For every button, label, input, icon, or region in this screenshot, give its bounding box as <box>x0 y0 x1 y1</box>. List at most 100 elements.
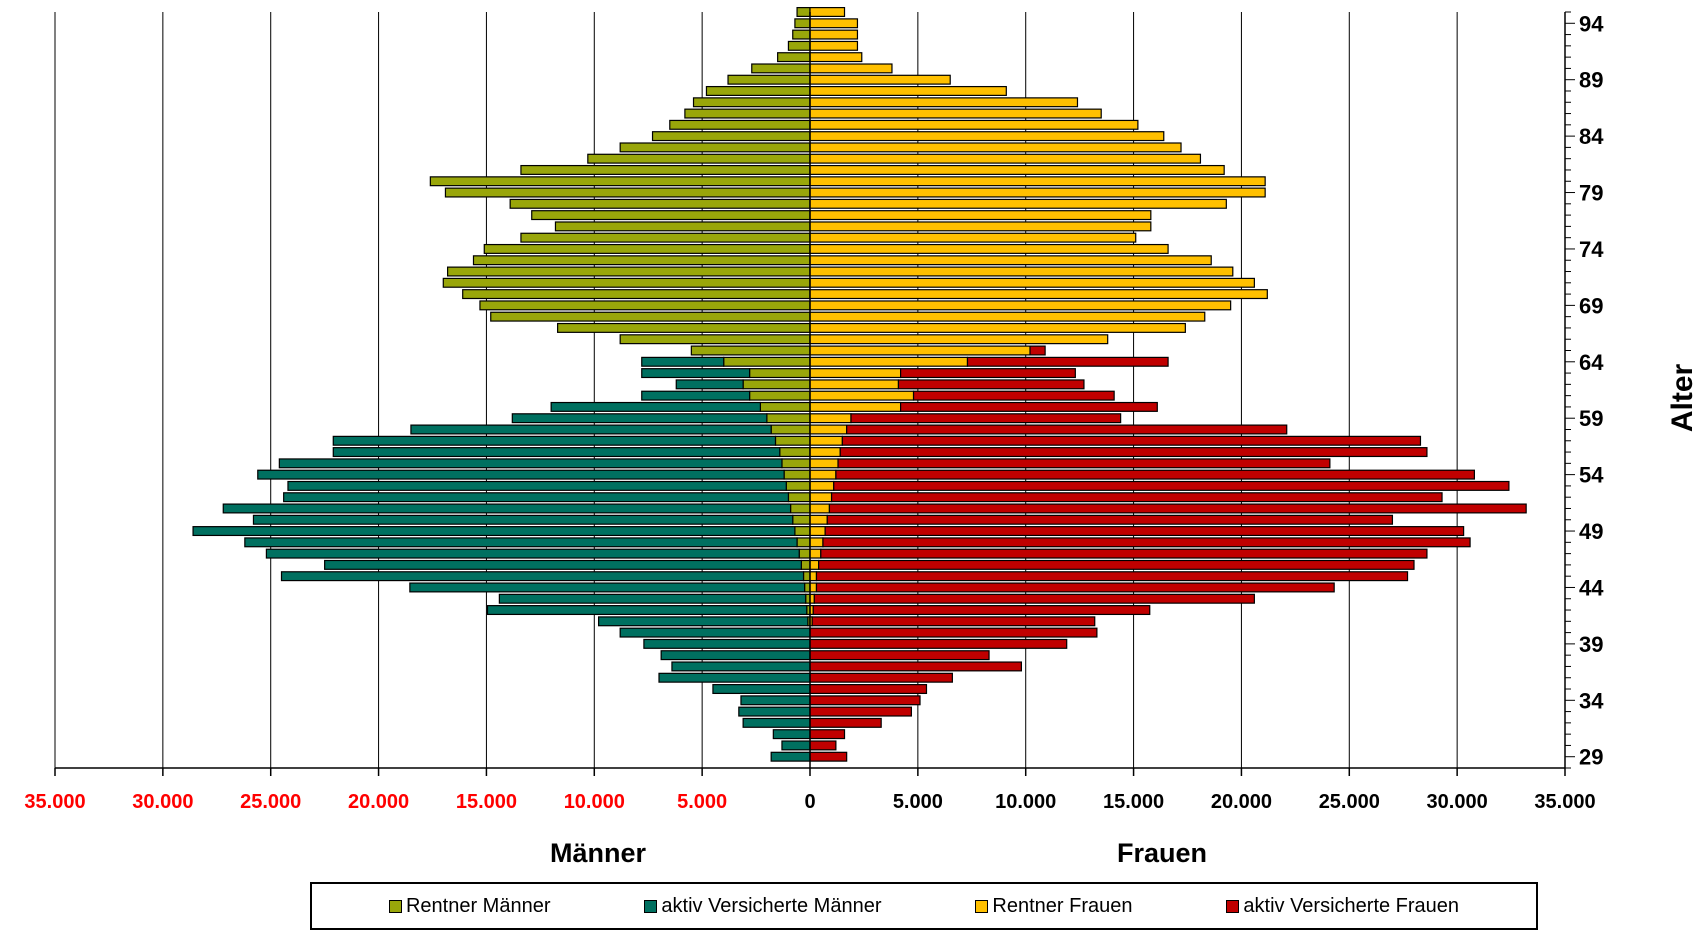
y-tick-label: 59 <box>1579 406 1603 431</box>
bar-aktiv-versicherte-frauen <box>809 650 990 661</box>
bar-aktiv-versicherte-frauen <box>830 492 1443 503</box>
bar-rentner-männer <box>483 243 811 254</box>
bar-aktiv-versicherte-männer <box>597 616 809 627</box>
bar-rentner-frauen <box>809 74 951 85</box>
bar-aktiv-versicherte-männer <box>742 717 811 728</box>
bar-aktiv-versicherte-männer <box>257 469 785 480</box>
bars <box>192 6 1527 762</box>
legend-item: Rentner Männer <box>388 894 551 918</box>
bar-rentner-frauen <box>809 97 1079 108</box>
legend-item: aktiv Versicherte Männer <box>644 894 882 918</box>
bar-rentner-männer <box>509 198 811 209</box>
bar-rentner-männer <box>429 176 811 187</box>
bar-rentner-männer <box>447 266 811 277</box>
bar-rentner-frauen <box>809 29 859 40</box>
bar-rentner-frauen <box>809 356 969 367</box>
bar-aktiv-versicherte-männer <box>409 582 806 593</box>
bar-rentner-männer <box>785 480 811 491</box>
bar-rentner-männer <box>804 582 811 593</box>
bar-rentner-frauen <box>809 232 1137 243</box>
bar-rentner-männer <box>705 85 811 96</box>
bar-rentner-frauen <box>809 63 893 74</box>
y-tick-label: 74 <box>1579 237 1604 262</box>
bar-aktiv-versicherte-frauen <box>809 672 953 683</box>
bar-rentner-männer <box>723 356 811 367</box>
legend-swatch <box>388 899 402 913</box>
bar-aktiv-versicherte-frauen <box>809 627 1098 638</box>
bar-rentner-frauen <box>809 458 839 469</box>
bar-rentner-männer <box>792 29 811 40</box>
legend-swatch <box>975 899 989 913</box>
legend-label: aktiv Versicherte Männer <box>661 894 882 917</box>
bar-rentner-frauen <box>809 424 848 435</box>
bar-rentner-frauen <box>809 187 1266 198</box>
x-tick-label: 25.000 <box>1319 791 1380 813</box>
x-tick-label: 35.000 <box>1534 791 1595 813</box>
bar-aktiv-versicherte-männer <box>770 751 811 762</box>
bar-rentner-männer <box>557 322 811 333</box>
legend-swatch <box>1226 899 1240 913</box>
bar-rentner-frauen <box>809 210 1152 221</box>
bar-rentner-männer <box>690 345 811 356</box>
bar-rentner-männer <box>669 119 811 130</box>
x-tick-label: 5.000 <box>893 791 943 813</box>
bar-aktiv-versicherte-männer <box>192 526 796 537</box>
legend-swatch <box>644 899 658 913</box>
legend-item: aktiv Versicherte Frauen <box>1226 895 1459 918</box>
bar-rentner-frauen <box>809 243 1169 254</box>
bar-aktiv-versicherte-männer <box>283 492 790 503</box>
bar-rentner-männer <box>794 526 811 537</box>
y-tick-label: 54 <box>1579 463 1604 488</box>
bar-aktiv-versicherte-männer <box>332 447 781 458</box>
bar-aktiv-versicherte-männer <box>252 514 794 525</box>
bar-aktiv-versicherte-männer <box>287 480 787 491</box>
y-tick-label: 94 <box>1579 11 1604 36</box>
x-tick-labels: 35.000 30.000 25.000 20.000 15.000 10.000 5.00… <box>24 791 1595 813</box>
bar-rentner-männer <box>798 548 811 559</box>
x-tick-label: 35.000 <box>24 791 85 813</box>
bar-aktiv-versicherte-männer <box>280 571 805 582</box>
bar-rentner-männer <box>774 435 811 446</box>
legend-label: aktiv Versicherte Frauen <box>1243 894 1460 917</box>
bar-rentner-frauen <box>809 85 1007 96</box>
x-tick-label: 15.000 <box>1103 791 1164 813</box>
bar-aktiv-versicherte-frauen <box>826 514 1394 525</box>
bar-rentner-frauen <box>809 401 902 412</box>
bar-rentner-männer <box>479 300 811 311</box>
bar-aktiv-versicherte-frauen <box>833 480 1510 491</box>
bar-aktiv-versicherte-frauen <box>966 356 1169 367</box>
bar-aktiv-versicherte-männer <box>671 661 811 672</box>
bar-aktiv-versicherte-frauen <box>809 740 837 751</box>
legend-label: Rentner Männer <box>405 894 551 917</box>
y-tick-labels: 29 34 39 44 49 54 59 64 69 74 79 84 89 94 <box>1579 11 1604 769</box>
bar-aktiv-versicherte-frauen <box>822 537 1471 548</box>
bar-aktiv-versicherte-frauen <box>899 368 1076 379</box>
bar-rentner-frauen <box>809 108 1102 119</box>
bar-rentner-frauen <box>809 537 824 548</box>
bar-rentner-frauen <box>809 469 837 480</box>
bar-rentner-frauen <box>809 559 820 570</box>
bar-aktiv-versicherte-frauen <box>1029 345 1046 356</box>
bar-rentner-männer <box>792 514 811 525</box>
bar-aktiv-versicherte-frauen <box>837 458 1331 469</box>
bar-aktiv-versicherte-frauen <box>839 447 1428 458</box>
bar-rentner-frauen <box>809 119 1139 130</box>
y-tick-label: 89 <box>1579 68 1603 93</box>
bar-rentner-männer <box>554 221 811 232</box>
bar-aktiv-versicherte-frauen <box>912 390 1115 401</box>
bar-rentner-männer <box>770 424 811 435</box>
bar-rentner-frauen <box>809 368 902 379</box>
bar-rentner-frauen <box>809 289 1268 300</box>
bar-rentner-männer <box>442 277 811 288</box>
bar-rentner-frauen <box>809 435 843 446</box>
bar-aktiv-versicherte-männer <box>772 729 811 740</box>
bar-aktiv-versicherte-frauen <box>828 503 1527 514</box>
bar-aktiv-versicherte-männer <box>641 356 725 367</box>
bar-aktiv-versicherte-frauen <box>809 684 928 695</box>
bar-aktiv-versicherte-frauen <box>835 469 1476 480</box>
bar-aktiv-versicherte-frauen <box>813 593 1255 604</box>
bar-rentner-männer <box>779 447 811 458</box>
bar-rentner-männer <box>692 97 811 108</box>
bar-rentner-frauen <box>809 153 1202 164</box>
bar-rentner-männer <box>759 401 811 412</box>
